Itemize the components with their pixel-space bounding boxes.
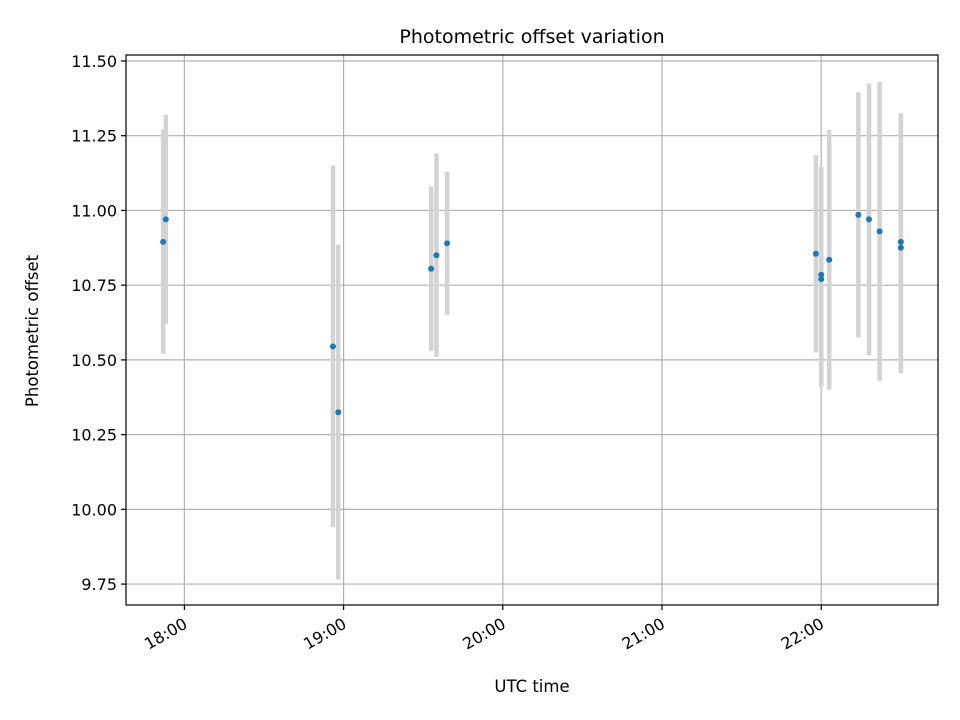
data-point bbox=[428, 265, 435, 272]
data-point bbox=[855, 211, 862, 218]
y-tick-label: 10.50 bbox=[71, 351, 117, 370]
data-point bbox=[826, 256, 833, 263]
y-tick-label: 10.25 bbox=[71, 426, 117, 445]
data-point bbox=[897, 244, 904, 251]
y-tick-label: 11.50 bbox=[71, 52, 117, 71]
data-point bbox=[329, 343, 336, 350]
plot-frame bbox=[125, 54, 939, 606]
data-point bbox=[433, 252, 440, 259]
y-tick-label: 10.75 bbox=[71, 276, 117, 295]
data-point bbox=[812, 250, 819, 257]
y-tick-label: 11.00 bbox=[71, 201, 117, 220]
data-point bbox=[162, 216, 169, 223]
data-point bbox=[818, 271, 825, 278]
y-axis-label: Photometric offset bbox=[23, 254, 42, 407]
y-tick-label: 9.75 bbox=[81, 575, 117, 594]
marker-layer bbox=[160, 211, 904, 416]
x-axis-label: UTC time bbox=[494, 677, 569, 696]
data-point bbox=[335, 409, 342, 416]
data-point bbox=[876, 228, 883, 235]
data-point bbox=[444, 240, 451, 247]
data-point bbox=[897, 238, 904, 245]
chart-title: Photometric offset variation bbox=[399, 26, 664, 48]
y-tick-label: 11.25 bbox=[71, 127, 117, 146]
data-point bbox=[160, 238, 167, 245]
data-point bbox=[866, 216, 873, 223]
data-point bbox=[818, 276, 825, 283]
y-tick-label: 10.00 bbox=[71, 500, 117, 519]
grid-layer bbox=[126, 55, 938, 605]
